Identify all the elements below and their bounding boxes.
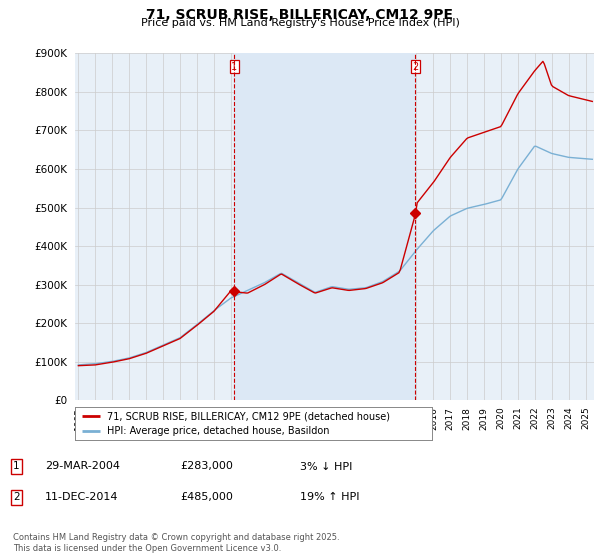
Text: 71, SCRUB RISE, BILLERICAY, CM12 9PE: 71, SCRUB RISE, BILLERICAY, CM12 9PE	[146, 8, 454, 22]
Text: Contains HM Land Registry data © Crown copyright and database right 2025.
This d: Contains HM Land Registry data © Crown c…	[13, 533, 340, 553]
Text: 3% ↓ HPI: 3% ↓ HPI	[300, 461, 352, 472]
Text: 2: 2	[13, 492, 20, 502]
Text: 71, SCRUB RISE, BILLERICAY, CM12 9PE (detached house): 71, SCRUB RISE, BILLERICAY, CM12 9PE (de…	[107, 411, 390, 421]
Text: 11-DEC-2014: 11-DEC-2014	[45, 492, 119, 502]
Text: Price paid vs. HM Land Registry's House Price Index (HPI): Price paid vs. HM Land Registry's House …	[140, 18, 460, 28]
Text: 2: 2	[412, 62, 419, 72]
Text: 1: 1	[13, 461, 20, 472]
Text: 29-MAR-2004: 29-MAR-2004	[45, 461, 120, 472]
Text: 1: 1	[231, 62, 238, 72]
Text: £485,000: £485,000	[180, 492, 233, 502]
Bar	[234, 53, 415, 400]
Text: £283,000: £283,000	[180, 461, 233, 472]
Text: 19% ↑ HPI: 19% ↑ HPI	[300, 492, 359, 502]
Text: HPI: Average price, detached house, Basildon: HPI: Average price, detached house, Basi…	[107, 427, 329, 436]
